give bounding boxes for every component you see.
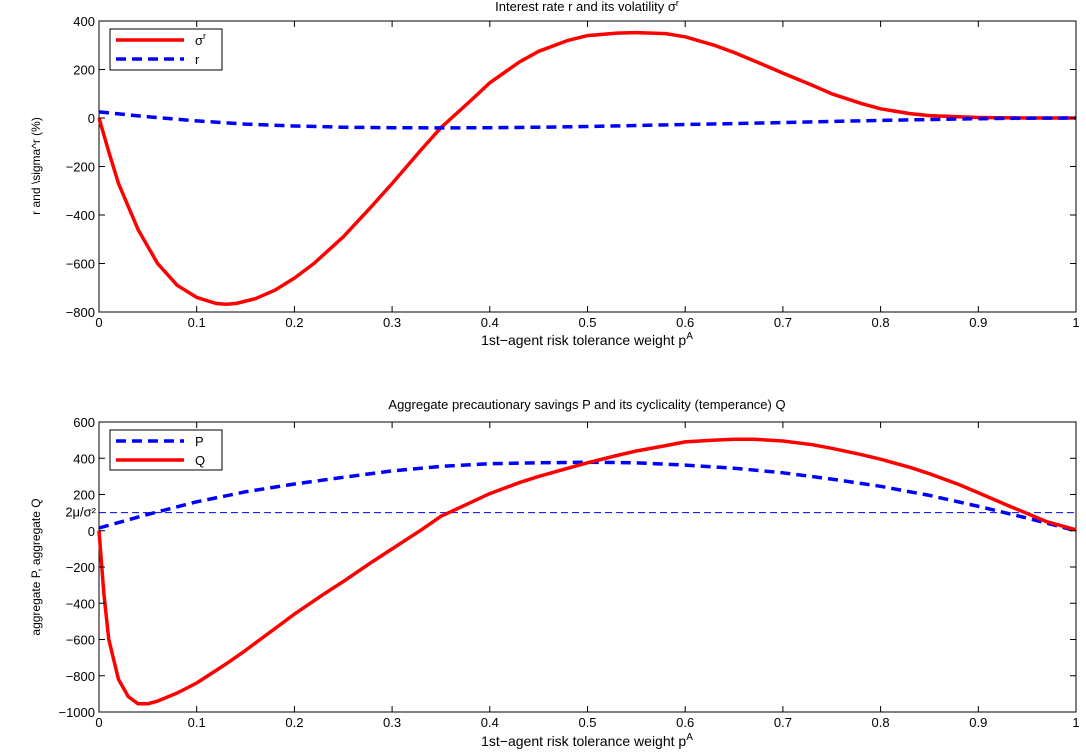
y-tick-label: 0	[88, 111, 95, 126]
x-axis-label: 1st−agent risk tolerance weight pA	[481, 331, 693, 348]
series-layer	[97, 437, 1077, 706]
x-tick-label: 0.3	[383, 715, 401, 730]
x-ticks: 0 0.1 0.2 0.3 0.4 0.5 0.6 0.7 0.8 0.9 1	[95, 422, 1080, 730]
legend: PQ	[109, 429, 223, 471]
chart-precautionary-savings: Aggregate precautionary savings P and it…	[29, 397, 1080, 749]
x-tick-label: 1	[1072, 715, 1079, 730]
reference-layer: 2μ/σ²	[65, 505, 1076, 520]
series-line-P	[98, 460, 1077, 533]
x-tick-label: 1	[1072, 315, 1079, 330]
chart-title: Aggregate precautionary savings P and it…	[388, 397, 785, 412]
y-axis-label: aggregate P, aggregate Q	[29, 498, 43, 635]
x-tick-label: 0.5	[578, 715, 596, 730]
y-ticks: −800 −600 −400 −200 0 200 400	[66, 14, 1076, 320]
x-tick-label: 0.9	[969, 315, 987, 330]
y-tick-label: 400	[73, 14, 95, 29]
y-ticks: −1000 −800 −600 −400 −200 0 200 400 600	[58, 415, 1076, 720]
x-tick-label: 0.6	[676, 715, 694, 730]
legend: σr r	[109, 28, 223, 71]
y-tick-label: −1000	[58, 705, 95, 720]
x-tick-label: 0.4	[481, 315, 499, 330]
series-line-σ	[97, 30, 1076, 306]
x-tick-label: 0.6	[676, 315, 694, 330]
y-tick-label: −600	[66, 257, 95, 272]
y-axis-label: r and \sigma^r (%)	[29, 117, 43, 215]
y-tick-label: −400	[66, 208, 95, 223]
legend-label: r	[195, 52, 200, 67]
x-tick-label: 0.1	[188, 315, 206, 330]
x-tick-label: 0.8	[872, 715, 890, 730]
legend-label: P	[195, 434, 204, 449]
x-tick-label: 0.2	[285, 715, 303, 730]
x-tick-label: 0.9	[969, 715, 987, 730]
plot-area	[98, 421, 1077, 713]
x-tick-label: 0.4	[481, 715, 499, 730]
y-tick-label: −800	[66, 669, 95, 684]
y-tick-label: 400	[73, 451, 95, 466]
x-tick-label: 0	[95, 715, 102, 730]
y-tick-label: 200	[73, 488, 95, 503]
x-tick-label: 0.7	[774, 715, 792, 730]
x-tick-label: 0.2	[285, 315, 303, 330]
x-tick-label: 0.1	[188, 715, 206, 730]
y-tick-label: −400	[66, 596, 95, 611]
series-line-Q	[97, 437, 1077, 706]
y-tick-label: 0	[88, 524, 95, 539]
y-tick-label: 200	[73, 63, 95, 78]
x-tick-label: 0.3	[383, 315, 401, 330]
series-layer	[97, 30, 1077, 306]
y-tick-label: −200	[66, 560, 95, 575]
legend-label: Q	[195, 453, 205, 468]
legend-label: σr	[195, 31, 206, 48]
x-tick-label: 0	[95, 315, 102, 330]
x-ticks: 0 0.1 0.2 0.3 0.4 0.5 0.6 0.7 0.8 0.9 1	[95, 21, 1080, 330]
x-tick-label: 0.7	[774, 315, 792, 330]
x-axis-label: 1st−agent risk tolerance weight pA	[481, 732, 693, 749]
chart-title: Interest rate r and its volatility σr	[495, 0, 679, 14]
y-tick-label: 600	[73, 415, 95, 430]
x-tick-label: 0.8	[872, 315, 890, 330]
y-tick-label: −800	[66, 305, 95, 320]
y-tick-label: −200	[66, 160, 95, 175]
series-line-r	[98, 110, 1077, 130]
plot-area	[98, 20, 1077, 313]
y-tick-label: −600	[66, 633, 95, 648]
x-tick-label: 0.5	[578, 315, 596, 330]
annotation-label: 2μ/σ²	[65, 505, 96, 520]
